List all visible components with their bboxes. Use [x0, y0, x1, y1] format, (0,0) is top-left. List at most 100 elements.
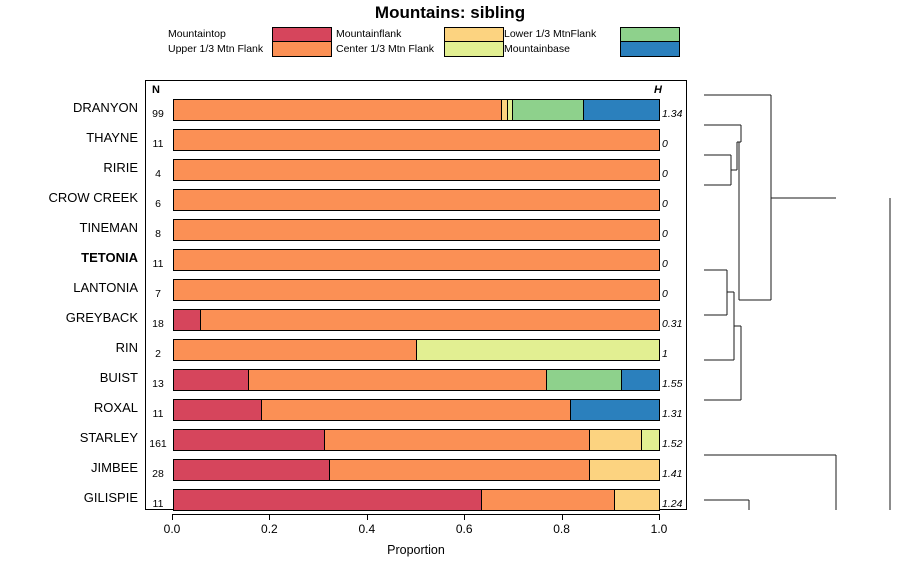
legend-label: Mountainflank [336, 28, 402, 40]
legend-swatch [273, 42, 331, 56]
bar-segment[interactable] [174, 310, 202, 330]
bar-segment[interactable] [174, 400, 263, 420]
bar-segment[interactable] [416, 340, 659, 360]
row-n-value: 161 [149, 438, 167, 450]
bar-segment[interactable] [174, 280, 659, 300]
row-h-value: 1.24 [662, 498, 683, 510]
stacked-bar[interactable] [173, 129, 660, 151]
stacked-bar[interactable] [173, 249, 660, 271]
bar-row: 99 1.34 [146, 95, 688, 125]
bar-segment[interactable] [174, 190, 659, 210]
dendrogram [704, 94, 891, 510]
bar-row: 11 0 [146, 245, 688, 275]
legend-column: Mountainflank Center 1/3 Mtn Flank [336, 27, 504, 59]
row-n-value: 7 [155, 288, 161, 300]
legend-label: Upper 1/3 Mtn Flank [168, 43, 264, 55]
stacked-bar[interactable] [173, 489, 660, 511]
bar-segment[interactable] [201, 310, 659, 330]
bar-segment[interactable] [508, 100, 513, 120]
bar-segment[interactable] [174, 490, 483, 510]
row-n-value: 8 [155, 228, 161, 240]
row-n-value: 11 [152, 258, 164, 270]
bar-segment[interactable] [174, 460, 330, 480]
bar-segment[interactable] [482, 490, 615, 510]
legend-labels: Mountainflank Center 1/3 Mtn Flank [336, 27, 434, 57]
row-n-value: 13 [152, 378, 164, 390]
x-axis-line [172, 514, 659, 515]
bar-segment[interactable] [621, 370, 659, 390]
row-h-value: 0 [662, 258, 668, 270]
row-h-value: 1.34 [662, 108, 683, 120]
row-n-value: 18 [152, 318, 164, 330]
bar-row: 18 0.31 [146, 305, 688, 335]
bar-segment[interactable] [513, 100, 585, 120]
stacked-bar[interactable] [173, 99, 660, 121]
legend-swatch [445, 28, 503, 42]
x-axis-tick [659, 514, 660, 520]
bar-segment[interactable] [584, 100, 659, 120]
stacked-bar[interactable] [173, 339, 660, 361]
bar-segment[interactable] [262, 400, 571, 420]
row-h-value: 1 [662, 348, 668, 360]
bar-segment[interactable] [324, 430, 591, 450]
x-axis-tick-label: 1.0 [650, 522, 668, 536]
bar-segment[interactable] [174, 100, 503, 120]
bar-segment[interactable] [614, 490, 659, 510]
bar-segment[interactable] [589, 460, 659, 480]
bar-segment[interactable] [174, 370, 249, 390]
bar-segment[interactable] [590, 430, 642, 450]
x-axis-tick [464, 514, 466, 520]
bar-segment[interactable] [174, 220, 659, 240]
legend-label: Lower 1/3 MtnFlank [504, 28, 597, 40]
legend-swatch-group [620, 27, 680, 57]
stacked-bar[interactable] [173, 189, 660, 211]
x-axis-tick-label: 0.0 [163, 522, 181, 536]
bar-segment[interactable] [329, 460, 590, 480]
bar-segment[interactable] [174, 340, 417, 360]
stacked-bar[interactable] [173, 219, 660, 241]
legend-labels: Lower 1/3 MtnFlank Mountainbase [504, 27, 596, 57]
bar-segment[interactable] [546, 370, 622, 390]
y-axis-label: ROXAL [93, 400, 138, 415]
legend-label: Center 1/3 Mtn Flank [336, 43, 435, 55]
row-n-value: 28 [152, 468, 164, 480]
y-axis-label: JIMBEE [91, 460, 138, 475]
legend: Mountaintop Upper 1/3 Mtn Flank Mountainfl… [168, 27, 688, 59]
stacked-bar[interactable] [173, 399, 660, 421]
row-h-value: 1.52 [662, 438, 683, 450]
bar-segment[interactable] [502, 100, 509, 120]
bar-row: 11 0 [146, 125, 688, 155]
legend-labels: Mountaintop Upper 1/3 Mtn Flank [168, 27, 263, 57]
bar-segment[interactable] [174, 130, 659, 150]
row-n-value: 2 [155, 348, 161, 360]
bar-segment[interactable] [248, 370, 547, 390]
stacked-bar[interactable] [173, 279, 660, 301]
legend-label: Mountainbase [504, 43, 570, 55]
y-axis-label: DRANYON [72, 100, 138, 115]
bar-segment[interactable] [570, 400, 659, 420]
bar-segment[interactable] [641, 430, 659, 450]
x-axis-tick [366, 514, 368, 520]
stacked-bar[interactable] [173, 459, 660, 481]
stacked-bar[interactable] [173, 369, 660, 391]
x-axis-tick [172, 514, 173, 520]
x-axis-tick [269, 514, 271, 520]
stacked-bar[interactable] [173, 159, 660, 181]
row-n-value: 11 [152, 498, 164, 510]
stacked-bar[interactable] [173, 309, 660, 331]
bar-segment[interactable] [174, 250, 659, 270]
bar-segment[interactable] [174, 430, 325, 450]
stacked-bar[interactable] [173, 429, 660, 451]
row-n-value: 11 [152, 138, 164, 150]
y-axis-label: LANTONIA [73, 280, 138, 295]
row-h-value: 0 [662, 198, 668, 210]
bar-segment[interactable] [174, 160, 659, 180]
row-n-value: 6 [155, 198, 161, 210]
row-n-value: 99 [152, 108, 164, 120]
legend-column: Lower 1/3 MtnFlank Mountainbase [504, 27, 680, 59]
bar-row: 11 1.24 [146, 485, 688, 515]
y-axis-label: GILISPIE [83, 490, 138, 505]
